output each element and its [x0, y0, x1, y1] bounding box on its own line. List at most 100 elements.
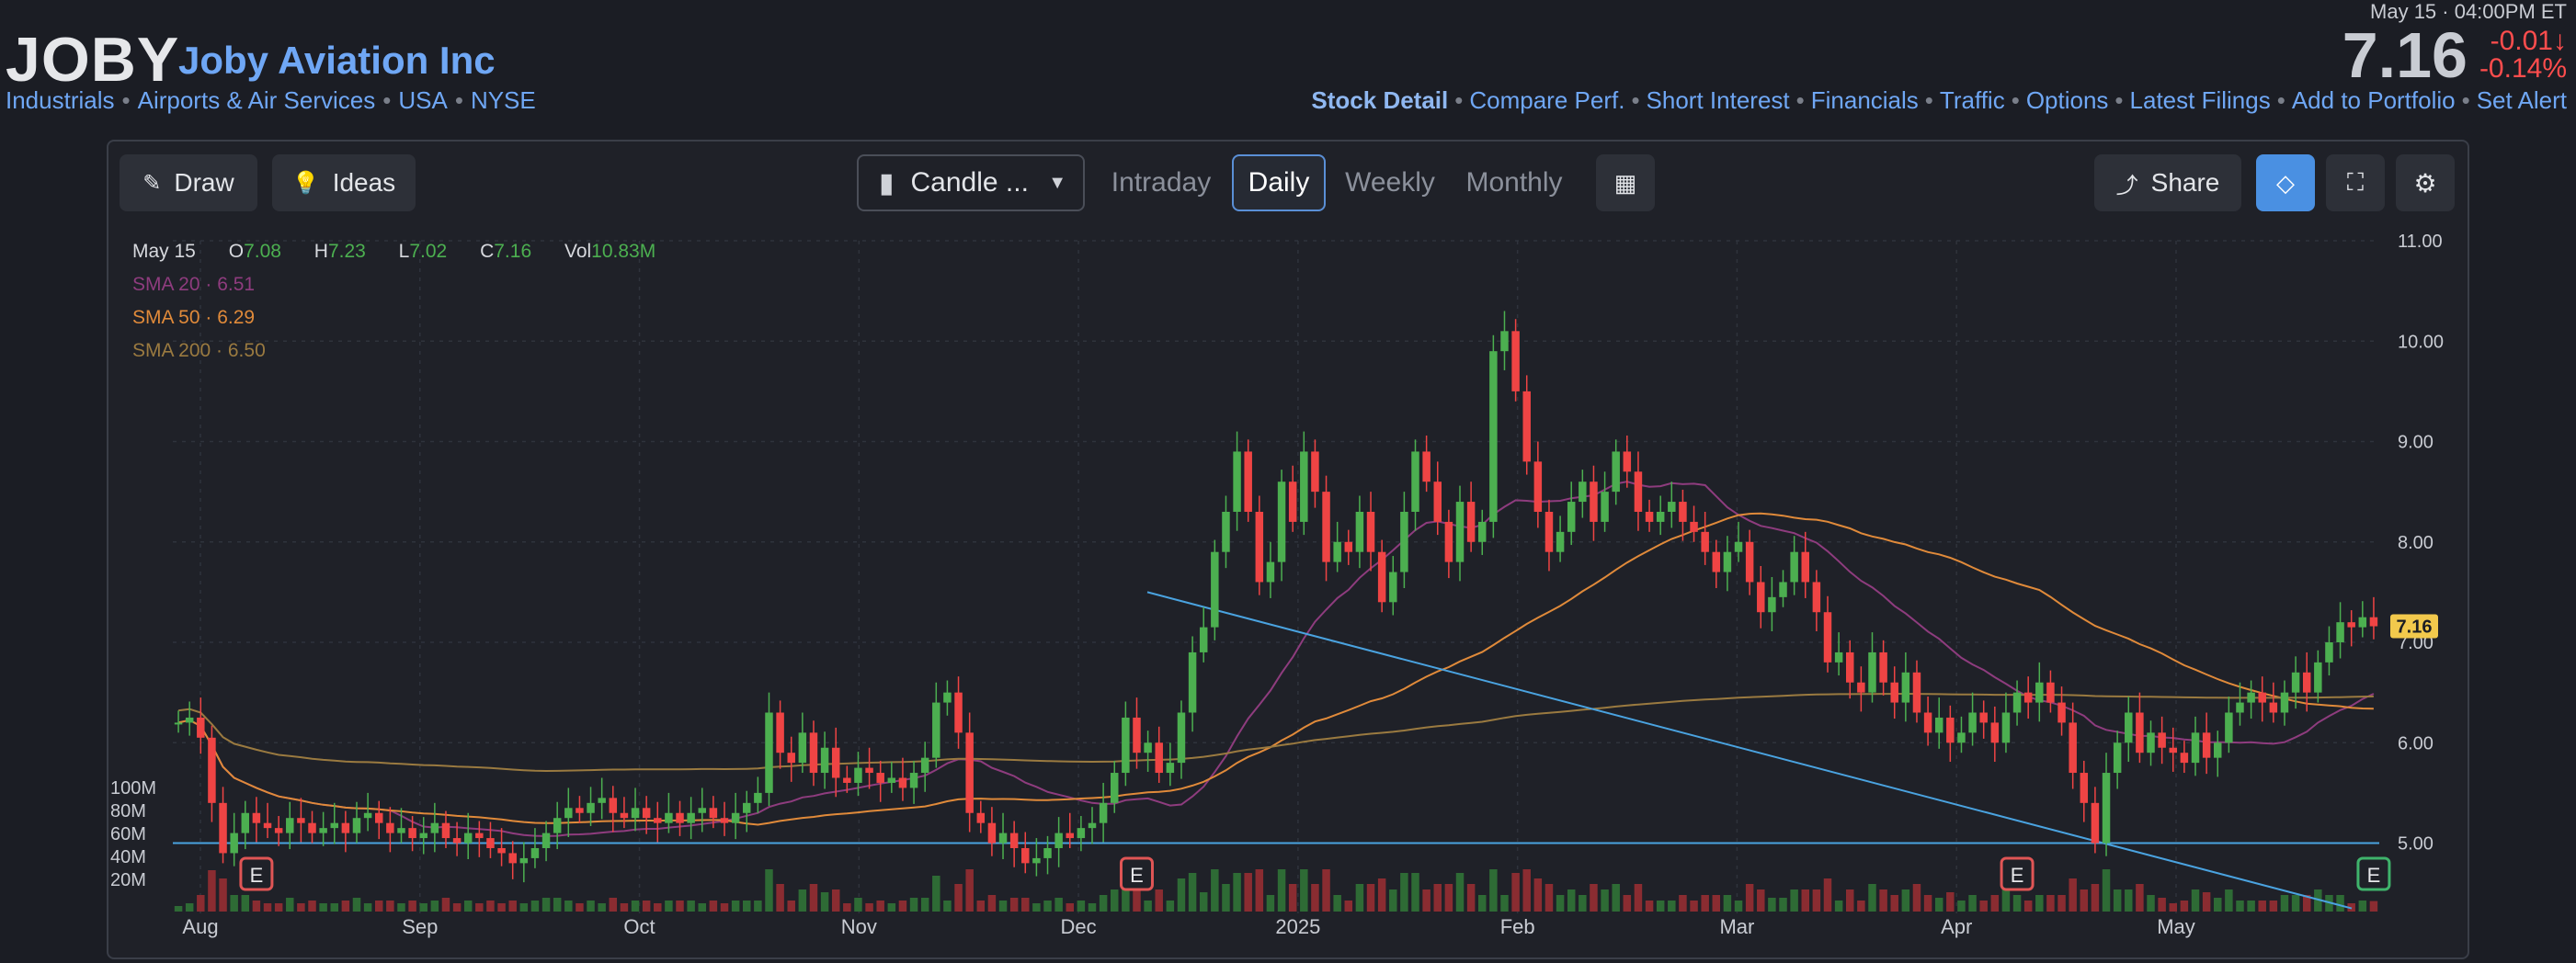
candle-body: [564, 808, 573, 819]
candle-body: [541, 833, 551, 848]
volume-bar: [1144, 901, 1152, 912]
volume-bar: [1679, 895, 1687, 912]
volume-bar: [820, 892, 829, 912]
ideas-button[interactable]: 💡 Ideas: [272, 154, 416, 211]
nav-traffic[interactable]: Traffic: [1939, 86, 2005, 114]
volume-bar: [1712, 895, 1721, 912]
tag-sector[interactable]: Industrials: [6, 86, 115, 114]
tab-weekly[interactable]: Weekly: [1345, 167, 1435, 198]
volume-bar: [1623, 895, 1632, 912]
volume-bar: [1054, 898, 1063, 912]
volume-bar: [1668, 901, 1676, 912]
volume-bar: [2180, 901, 2189, 912]
candle-body: [1634, 471, 1643, 512]
candle-body: [876, 773, 884, 783]
candle-body: [1556, 531, 1565, 552]
candle-body: [731, 812, 740, 823]
volume-bar: [1177, 878, 1186, 912]
candle-body: [631, 808, 640, 819]
trendline-descending: [1146, 591, 2353, 910]
x-tick-label: Apr: [1941, 915, 1972, 938]
candle-body: [297, 818, 305, 823]
gear-icon: ⚙: [2413, 168, 2437, 198]
nav-options[interactable]: Options: [2025, 86, 2109, 114]
price-change-abs: -0.01↓: [2490, 26, 2567, 56]
chart-type-select[interactable]: ▮ Candle ... ▼: [857, 154, 1085, 211]
volume-bar: [1757, 889, 1765, 912]
earnings-marker: [239, 856, 274, 891]
candle-body: [2258, 692, 2266, 703]
share-button[interactable]: ⤴ Share: [2094, 154, 2241, 211]
nav-latest-filings[interactable]: Latest Filings: [2129, 86, 2271, 114]
volume-bar: [642, 901, 651, 912]
candle-body: [419, 833, 427, 839]
candle-body: [987, 822, 997, 844]
last-price-badge: [2390, 614, 2438, 639]
candle-body: [1846, 651, 1854, 683]
sma50-line: [177, 512, 2374, 826]
candle-body: [1890, 682, 1898, 703]
volume-bar: [620, 903, 629, 912]
volume-bar: [1812, 889, 1821, 912]
candle-body: [1288, 482, 1297, 522]
candle-body: [530, 847, 540, 858]
volume-bar: [352, 898, 361, 912]
tag-industry[interactable]: Airports & Air Services: [137, 86, 376, 114]
tab-intraday[interactable]: Intraday: [1111, 167, 1212, 198]
volume-bar: [2102, 869, 2111, 912]
candle-body: [1901, 672, 1910, 703]
candle-body: [1879, 651, 1887, 683]
volume-bar: [587, 901, 595, 912]
legend-close: 7.16: [494, 241, 532, 262]
draw-button[interactable]: ✎ Draw: [120, 154, 257, 211]
volume-bar: [1400, 873, 1408, 912]
candle-body: [1979, 712, 1988, 723]
candle-body: [2191, 732, 2200, 764]
tab-daily[interactable]: Daily: [1232, 154, 1326, 211]
volume-bar: [2158, 898, 2166, 912]
volume-bar: [743, 901, 751, 912]
volume-bar: [2202, 892, 2211, 912]
nav-compare-perf[interactable]: Compare Perf.: [1469, 86, 1625, 114]
candle-body: [898, 777, 907, 788]
candle-body: [1934, 717, 1943, 733]
candle-body: [1656, 511, 1665, 522]
nav-financials[interactable]: Financials: [1810, 86, 1919, 114]
premium-button[interactable]: ◇: [2256, 154, 2315, 211]
nav-set-alert[interactable]: Set Alert: [2476, 86, 2567, 114]
volume-bar: [263, 903, 272, 912]
candle-body: [441, 822, 450, 839]
volume-bar: [932, 876, 940, 912]
volume-bar: [2001, 889, 2011, 912]
tag-country[interactable]: USA: [398, 86, 448, 114]
x-tick-label: Dec: [1061, 915, 1097, 938]
candle-body: [208, 737, 216, 803]
volume-bar: [2302, 895, 2311, 912]
company-name[interactable]: Joby Aviation Inc: [178, 39, 496, 82]
volume-bar: [2023, 901, 2033, 912]
candle-body: [2158, 732, 2166, 748]
volume-bar: [1634, 884, 1643, 912]
calendar-button[interactable]: ▦: [1596, 154, 1655, 211]
candle-body: [909, 773, 918, 788]
volume-tick-label: 40M: [110, 847, 146, 867]
price-change-pct: -0.14%: [2479, 53, 2567, 84]
legend-low: 7.02: [409, 241, 448, 262]
nav-add-portfolio[interactable]: Add to Portfolio: [2291, 86, 2456, 114]
volume-bar: [1066, 903, 1074, 912]
tab-monthly[interactable]: Monthly: [1465, 167, 1563, 198]
nav-short-interest[interactable]: Short Interest: [1646, 86, 1790, 114]
candle-body: [2291, 672, 2300, 693]
candle-body: [553, 818, 562, 833]
fullscreen-button[interactable]: ⛶: [2326, 154, 2385, 211]
settings-button[interactable]: ⚙: [2396, 154, 2455, 211]
tag-exchange[interactable]: NYSE: [470, 86, 536, 114]
candle-body: [2080, 773, 2089, 803]
nav-stock-detail[interactable]: Stock Detail: [1311, 86, 1449, 114]
volume-bar: [1745, 884, 1754, 912]
candle-body: [1579, 482, 1587, 503]
volume-bar: [2369, 901, 2378, 912]
candle-body: [598, 798, 606, 803]
volume-bar: [486, 901, 495, 912]
